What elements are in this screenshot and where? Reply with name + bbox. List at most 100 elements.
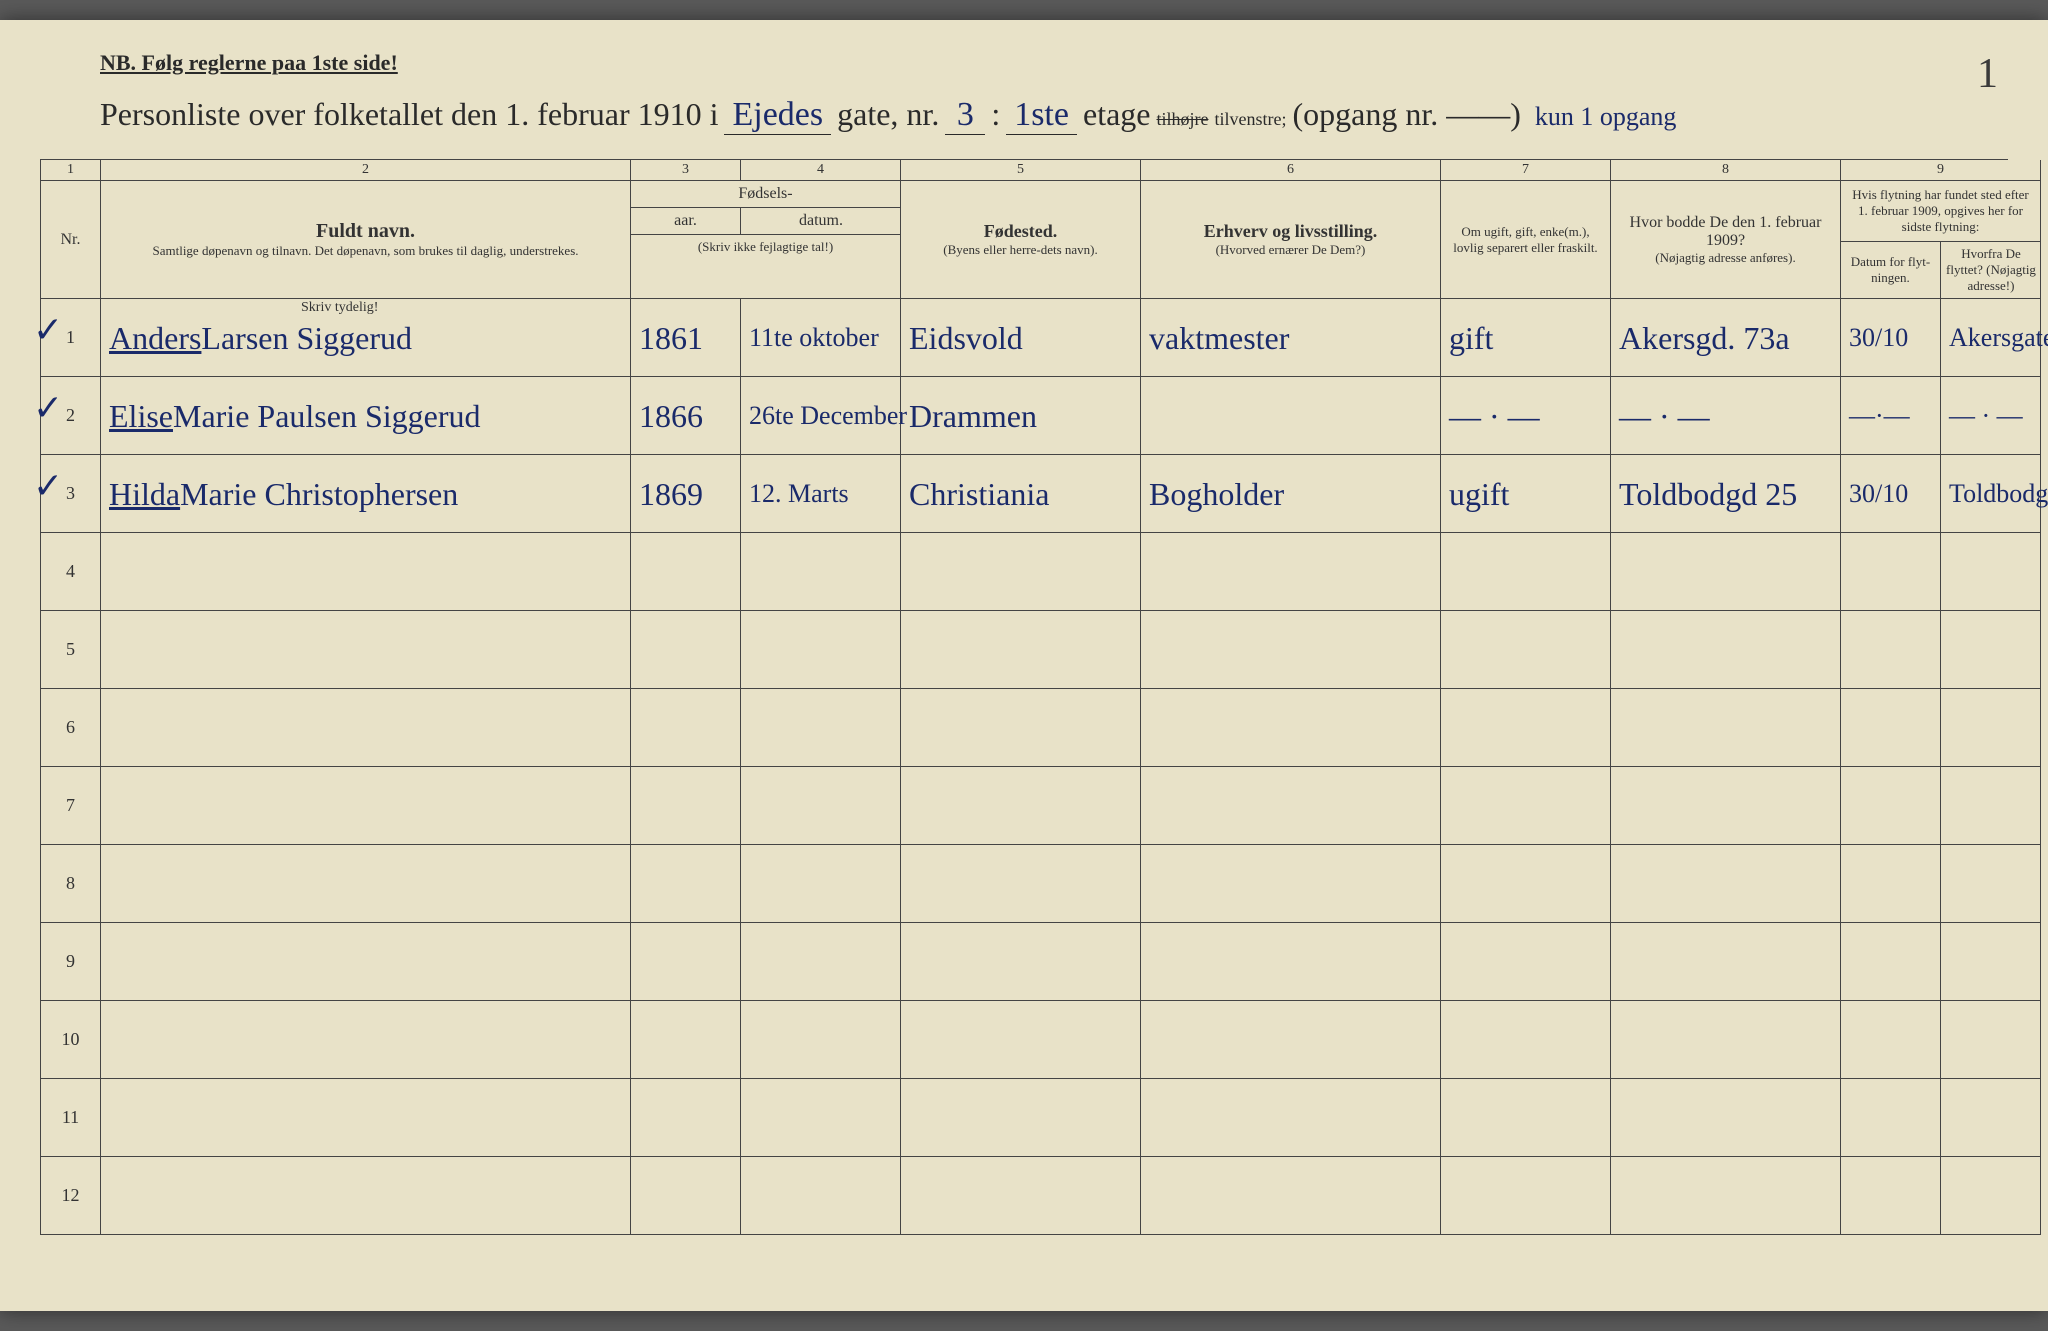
cell-hvorfra: Akersgaten 73a	[1941, 299, 2041, 377]
cell-name	[101, 611, 631, 689]
cell-flyt_datum	[1841, 1079, 1941, 1157]
cell-datum	[741, 767, 901, 845]
row-nr: 12	[41, 1157, 101, 1235]
cell-addr1909	[1611, 1157, 1841, 1235]
hdr-ugift: Om ugift, gift, enke(m.), lovlig separer…	[1441, 181, 1611, 299]
gate-nr-hw: 3	[945, 96, 985, 135]
checkmark-icon: ✓	[33, 465, 63, 507]
census-form-page: 1 NB. Følg reglerne paa 1ste side! Perso…	[0, 20, 2048, 1311]
row-nr: 9	[41, 923, 101, 1001]
cell-datum	[741, 1001, 901, 1079]
skriv-tydelig-note: Skriv tydelig!	[301, 301, 378, 315]
hdr-fodsel-note: (Skriv ikke fejlagtige tal!)	[631, 234, 900, 259]
colnum-4: 4	[741, 160, 901, 181]
row-nr: 6	[41, 689, 101, 767]
cell-name	[101, 767, 631, 845]
cell-flyt_datum	[1841, 1001, 1941, 1079]
cell-hvorfra	[1941, 533, 2041, 611]
cell-ugift	[1441, 1001, 1611, 1079]
column-number-row: 1 2 3 4 5 6 7 8 9	[40, 159, 2008, 181]
table-row: 10	[40, 1001, 2008, 1079]
cell-name	[101, 1157, 631, 1235]
cell-name: Skriv tydelig!Anders Larsen Siggerud	[101, 299, 631, 377]
table-row: 12	[40, 1157, 2008, 1235]
cell-addr1909	[1611, 845, 1841, 923]
colnum-2: 2	[101, 160, 631, 181]
cell-flyt_datum: 30/10	[1841, 455, 1941, 533]
hdr-aar: aar.	[631, 208, 741, 234]
hdr-1909-main: Hvor bodde De den 1. februar 1909?	[1617, 214, 1834, 250]
colnum-3: 3	[631, 160, 741, 181]
cell-addr1909	[1611, 1001, 1841, 1079]
table-row: 1✓Skriv tydelig!Anders Larsen Siggerud18…	[40, 299, 2008, 377]
table-row: 9	[40, 923, 2008, 1001]
cell-erhverv	[1141, 533, 1441, 611]
cell-addr1909: Toldbodgd 25	[1611, 455, 1841, 533]
colnum-6: 6	[1141, 160, 1441, 181]
table-row: 2✓Elise Marie Paulsen Siggerud186626te D…	[40, 377, 2008, 455]
cell-aar: 1869	[631, 455, 741, 533]
cell-datum	[741, 1079, 901, 1157]
cell-erhverv	[1141, 923, 1441, 1001]
cell-addr1909	[1611, 923, 1841, 1001]
cell-erhverv: vaktmester	[1141, 299, 1441, 377]
title-prefix: Personliste over folketallet den 1. febr…	[100, 96, 718, 133]
cell-hvorfra: Toldbodgt. 25	[1941, 455, 2041, 533]
cell-hvorfra	[1941, 689, 2041, 767]
cell-erhverv: Bogholder	[1141, 455, 1441, 533]
cell-ugift	[1441, 923, 1611, 1001]
table-row: 8	[40, 845, 2008, 923]
hdr-fodested-main: Fødested.	[907, 221, 1134, 242]
cell-addr1909	[1611, 689, 1841, 767]
cell-name	[101, 845, 631, 923]
cell-flyt_datum	[1841, 767, 1941, 845]
hdr-fodsel: Fødsels- aar. datum. (Skriv ikke fejlagt…	[631, 181, 901, 299]
hdr-hvorfra: Hvorfra De flyttet? (Nøjagtig adresse!)	[1941, 242, 2041, 298]
cell-aar	[631, 923, 741, 1001]
colon: :	[991, 96, 1000, 133]
hdr-erhverv-main: Erhverv og livsstilling.	[1147, 221, 1434, 242]
cell-datum	[741, 923, 901, 1001]
cell-erhverv	[1141, 377, 1441, 455]
cell-ugift: — · —	[1441, 377, 1611, 455]
cell-name	[101, 533, 631, 611]
hdr-fodested: Fødested. (Byens eller herre-dets navn).	[901, 181, 1141, 299]
nb-instruction: NB. Følg reglerne paa 1ste side!	[100, 50, 2008, 76]
cell-fodested: Christiania	[901, 455, 1141, 533]
cell-erhverv	[1141, 1079, 1441, 1157]
table-header: Nr. Fuldt navn. Samtlige døpenavn og til…	[40, 181, 2008, 299]
row-nr: 11	[41, 1079, 101, 1157]
cell-fodested	[901, 533, 1141, 611]
hdr-nr: Nr.	[41, 181, 101, 299]
opgang-label: (opgang nr. ——)	[1292, 96, 1520, 133]
hdr-flytning: Hvis flytning har fundet sted efter 1. f…	[1841, 181, 2041, 299]
cell-addr1909	[1611, 533, 1841, 611]
hdr-erhverv-sub: (Hvorved ernærer De Dem?)	[1147, 242, 1434, 258]
opgang-hw: kun 1 opgang	[1527, 102, 1685, 132]
cell-erhverv	[1141, 845, 1441, 923]
cell-addr1909	[1611, 1079, 1841, 1157]
cell-flyt_datum	[1841, 533, 1941, 611]
cell-datum: 26te December	[741, 377, 901, 455]
checkmark-icon: ✓	[33, 387, 63, 429]
cell-ugift	[1441, 611, 1611, 689]
cell-hvorfra	[1941, 923, 2041, 1001]
table-row: 6	[40, 689, 2008, 767]
cell-fodested	[901, 767, 1141, 845]
tilhojre-struck: tilhøjre	[1156, 109, 1208, 130]
table-row: 3✓Hilda Marie Christophersen186912. Mart…	[40, 455, 2008, 533]
cell-datum	[741, 533, 901, 611]
row-nr: 1✓	[41, 299, 101, 377]
cell-hvorfra	[1941, 1001, 2041, 1079]
cell-fodested	[901, 1001, 1141, 1079]
cell-addr1909: Akersgd. 73a	[1611, 299, 1841, 377]
hdr-fodsel-top: Fødsels-	[631, 181, 900, 208]
cell-erhverv	[1141, 1001, 1441, 1079]
cell-flyt_datum	[1841, 845, 1941, 923]
cell-name	[101, 689, 631, 767]
cell-erhverv	[1141, 611, 1441, 689]
cell-aar	[631, 689, 741, 767]
cell-hvorfra	[1941, 767, 2041, 845]
cell-hvorfra	[1941, 1157, 2041, 1235]
etage-hw: 1ste	[1006, 96, 1077, 135]
